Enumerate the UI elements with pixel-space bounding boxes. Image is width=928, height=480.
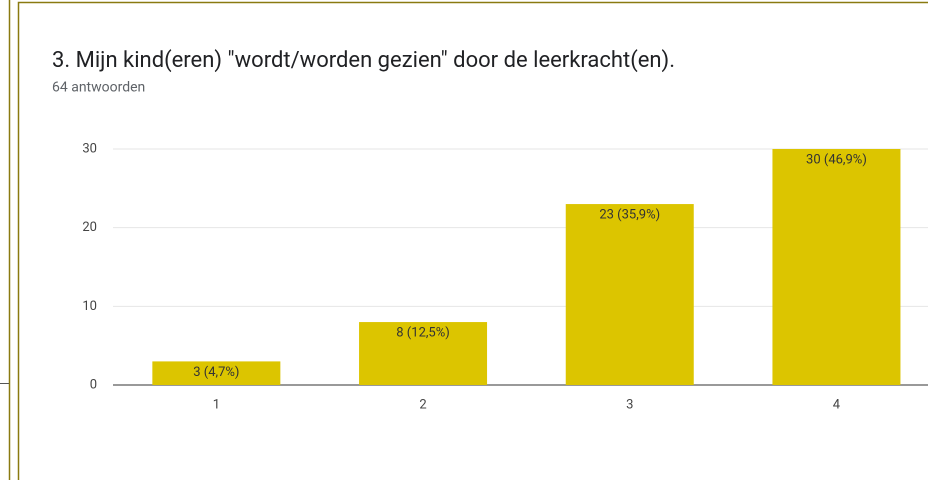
- bar-value-label: 30 (46,9%): [806, 152, 867, 167]
- y-tick-label: 10: [82, 299, 97, 314]
- bar-value-label: 3 (4,7%): [193, 365, 239, 380]
- response-count: 64 antwoorden: [52, 80, 145, 96]
- bar: [359, 322, 488, 385]
- x-tick-label: 4: [833, 397, 841, 412]
- bar-value-label: 8 (12,5%): [396, 326, 450, 341]
- x-tick-label: 1: [213, 397, 220, 412]
- y-tick-label: 30: [82, 141, 97, 156]
- bar: [152, 361, 281, 385]
- chart-title: 3. Mijn kind(eren) "wordt/worden gezien"…: [52, 48, 675, 73]
- plot: 0 10 20 30 1 3 (4,7%) 2 8 (12,5%) 3 23 (35,9%) 4 30…: [82, 141, 928, 412]
- bar: [772, 149, 901, 385]
- y-tick-label: 0: [90, 377, 97, 392]
- y-tick-label: 20: [82, 220, 97, 235]
- bar-value-label: 23 (35,9%): [599, 208, 660, 223]
- bar: [565, 204, 694, 385]
- x-tick-label: 3: [626, 397, 633, 412]
- x-tick-label: 2: [419, 397, 426, 412]
